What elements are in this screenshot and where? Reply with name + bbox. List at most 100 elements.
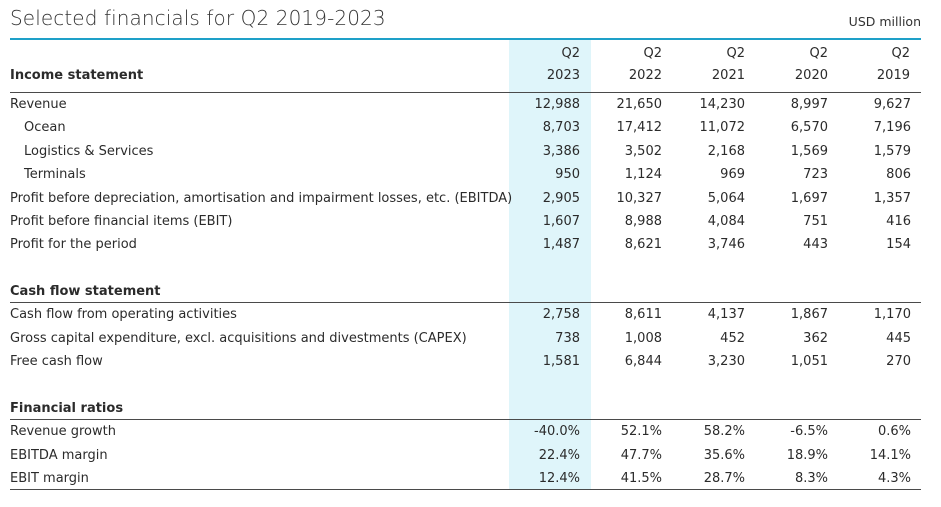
row-label: Profit before depreciation, amortisation… xyxy=(10,191,513,206)
table-cell: 738 xyxy=(555,331,580,346)
unit-label: USD million xyxy=(848,14,921,29)
section-heading: Cash flow statement xyxy=(10,284,161,299)
table-cell: 18.9% xyxy=(786,448,828,463)
table-cell: 12,988 xyxy=(534,97,581,112)
column-header: Q2 2022 xyxy=(580,43,662,87)
table-cell: 14,230 xyxy=(699,97,746,112)
column-year: 2021 xyxy=(711,68,745,83)
column-year: 2019 xyxy=(876,68,910,83)
row-label: Revenue growth xyxy=(10,424,116,439)
table-cell: 445 xyxy=(886,331,911,346)
table-cell: 6,570 xyxy=(790,120,828,135)
table-cell: 3,502 xyxy=(624,144,662,159)
column-quarter: Q2 xyxy=(726,46,745,61)
table-cell: 11,072 xyxy=(699,120,746,135)
column-header: Q2 2019 xyxy=(828,43,910,87)
column-header: Q2 2021 xyxy=(663,43,745,87)
table-cell: 806 xyxy=(886,167,911,182)
row-label: Free cash flow xyxy=(10,354,103,369)
table-cell: 8,997 xyxy=(790,97,828,112)
table-cell: 416 xyxy=(886,214,911,229)
table-cell: 58.2% xyxy=(703,424,745,439)
row-label: Gross capital expenditure, excl. acquisi… xyxy=(10,331,467,346)
table-cell: 4,084 xyxy=(707,214,745,229)
table-cell: 41.5% xyxy=(620,471,662,486)
table-cell: 52.1% xyxy=(620,424,662,439)
row-label: Terminals xyxy=(24,167,86,182)
row-label: Cash flow from operating activities xyxy=(10,307,237,322)
table-cell: 17,412 xyxy=(616,120,663,135)
table-cell: 8,988 xyxy=(624,214,662,229)
page-title: Selected financials for Q2 2019-2023 xyxy=(10,6,386,30)
table-cell: 1,569 xyxy=(790,144,828,159)
table-cell: -40.0% xyxy=(534,424,580,439)
table-cell: 4.3% xyxy=(877,471,911,486)
table-cell: 969 xyxy=(720,167,745,182)
table-cell: 35.6% xyxy=(703,448,745,463)
table-rule xyxy=(10,489,921,490)
title-rule xyxy=(10,38,921,40)
table-cell: 47.7% xyxy=(620,448,662,463)
table-cell: 452 xyxy=(720,331,745,346)
table-cell: 28.7% xyxy=(703,471,745,486)
table-cell: 1,579 xyxy=(873,144,911,159)
table-cell: 8.3% xyxy=(794,471,828,486)
table-cell: 154 xyxy=(886,237,911,252)
row-label: Profit before financial items (EBIT) xyxy=(10,214,233,229)
table-cell: 3,230 xyxy=(707,354,745,369)
table-cell: 2,168 xyxy=(707,144,745,159)
row-label: Ocean xyxy=(24,120,66,135)
table-cell: 3,386 xyxy=(542,144,580,159)
table-cell: 1,487 xyxy=(542,237,580,252)
table-cell: 9,627 xyxy=(873,97,911,112)
row-label: EBIT margin xyxy=(10,471,89,486)
table-cell: 1,867 xyxy=(790,307,828,322)
table-cell: 7,196 xyxy=(873,120,911,135)
table-cell: 4,137 xyxy=(707,307,745,322)
table-cell: 8,703 xyxy=(542,120,580,135)
table-cell: 5,064 xyxy=(707,191,745,206)
table-cell: 1,697 xyxy=(790,191,828,206)
table-cell: 1,607 xyxy=(542,214,580,229)
column-year: 2022 xyxy=(628,68,662,83)
table-cell: 2,758 xyxy=(542,307,580,322)
table-cell: 1,581 xyxy=(542,354,580,369)
table-cell: 1,051 xyxy=(790,354,828,369)
column-year: 2023 xyxy=(546,68,580,83)
row-label: Logistics & Services xyxy=(24,144,154,159)
table-rule xyxy=(10,419,921,420)
table-cell: 2,905 xyxy=(542,191,580,206)
table-cell: 12.4% xyxy=(538,471,580,486)
column-header: Q2 2020 xyxy=(746,43,828,87)
section-heading: Financial ratios xyxy=(10,401,124,416)
section-heading: Income statement xyxy=(10,68,144,83)
column-quarter: Q2 xyxy=(809,46,828,61)
column-quarter: Q2 xyxy=(561,46,580,61)
table-cell: 22.4% xyxy=(538,448,580,463)
table-cell: 270 xyxy=(886,354,911,369)
table-cell: 0.6% xyxy=(877,424,911,439)
table-cell: 751 xyxy=(803,214,828,229)
row-label: EBITDA margin xyxy=(10,448,108,463)
table-cell: 950 xyxy=(555,167,580,182)
highlight-column xyxy=(509,40,591,490)
table-rule xyxy=(10,302,921,303)
table-cell: 1,124 xyxy=(624,167,662,182)
table-rule xyxy=(10,92,921,93)
column-header: Q2 2023 xyxy=(498,43,580,87)
table-cell: 8,611 xyxy=(624,307,662,322)
column-quarter: Q2 xyxy=(891,46,910,61)
table-cell: 8,621 xyxy=(624,237,662,252)
table-cell: 1,357 xyxy=(873,191,911,206)
table-cell: -6.5% xyxy=(790,424,828,439)
column-year: 2020 xyxy=(794,68,828,83)
table-cell: 362 xyxy=(803,331,828,346)
table-cell: 14.1% xyxy=(869,448,911,463)
table-cell: 21,650 xyxy=(616,97,663,112)
table-cell: 1,008 xyxy=(624,331,662,346)
table-cell: 443 xyxy=(803,237,828,252)
table-cell: 6,844 xyxy=(624,354,662,369)
table-cell: 10,327 xyxy=(616,191,663,206)
row-label: Revenue xyxy=(10,97,67,112)
column-quarter: Q2 xyxy=(643,46,662,61)
